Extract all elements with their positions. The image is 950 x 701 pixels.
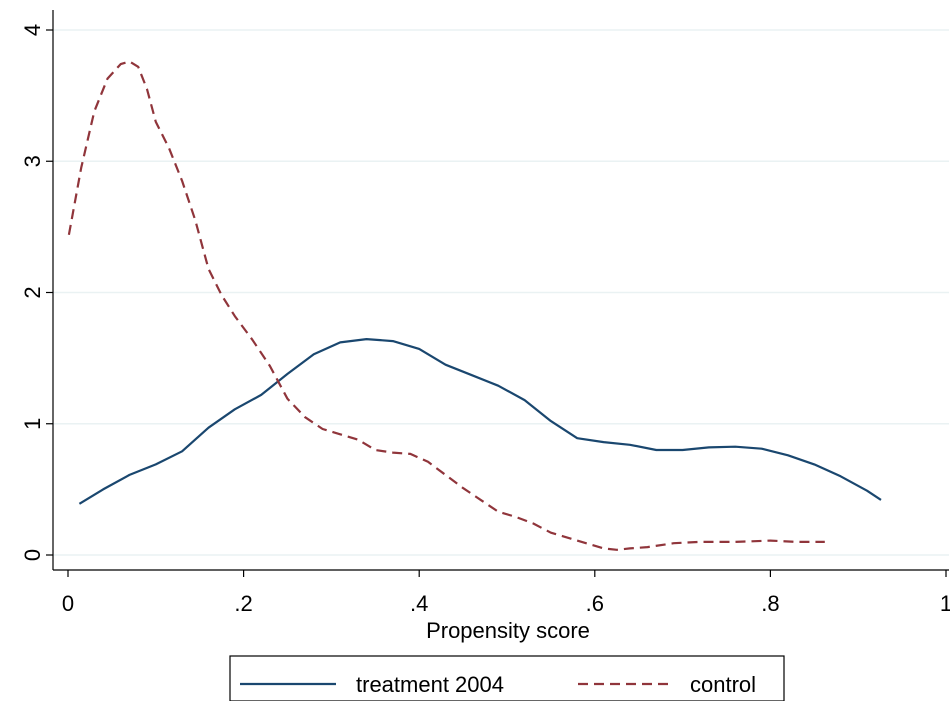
x-tick-label-.4: .4 — [410, 591, 428, 616]
legend: treatment 2004 control — [229, 655, 785, 701]
series-line-treatment-2004 — [78, 338, 882, 505]
legend-label-treatment: treatment 2004 — [356, 672, 504, 697]
legend-box — [229, 655, 785, 701]
plot-region: 0 1 2 3 4 0 .2 .4 .6 .8 1 — [20, 10, 950, 616]
x-tick-label-.2: .2 — [234, 591, 252, 616]
x-tick-label-0: 0 — [62, 591, 74, 616]
y-tick-label-2: 2 — [20, 286, 45, 298]
y-tick-label-1: 1 — [20, 418, 45, 430]
x-tick-label-1: 1 — [940, 591, 950, 616]
x-axis-title: Propensity score — [426, 618, 590, 643]
series-line-control — [67, 60, 825, 551]
legend-label-control: control — [690, 672, 756, 697]
y-tick-label-3: 3 — [20, 155, 45, 167]
x-tick-label-.8: .8 — [761, 591, 779, 616]
x-tick-label-.6: .6 — [586, 591, 604, 616]
y-tick-label-4: 4 — [20, 24, 45, 36]
y-tick-label-0: 0 — [20, 549, 45, 561]
